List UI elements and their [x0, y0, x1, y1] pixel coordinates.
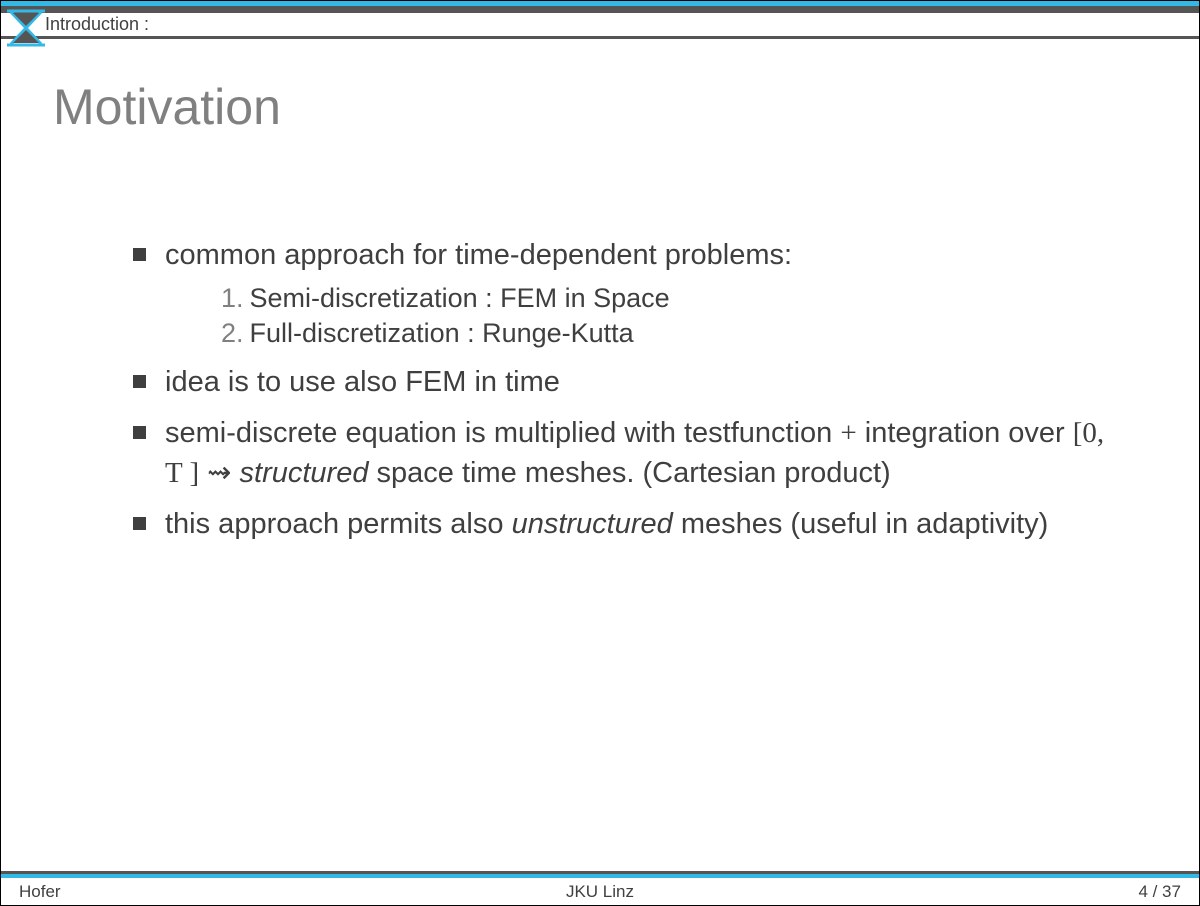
bullet-text: common approach for time-dependent probl…: [165, 239, 792, 271]
footer-row: Hofer JKU Linz 4 / 37: [1, 878, 1199, 905]
section-breadcrumb: Introduction :: [1, 13, 1199, 39]
list-item: common approach for time-dependent probl…: [133, 236, 1107, 351]
bullet-text-part: integration over: [857, 417, 1073, 449]
bullet-text-part: space time meshes. (Cartesian product): [368, 457, 890, 489]
slide-title: Motivation: [53, 78, 1147, 136]
enum-item: 1.Semi-discretization : FEM in Space: [221, 281, 1107, 316]
list-item: this approach permits also unstructured …: [133, 505, 1107, 544]
bullet-text-part: meshes (useful in adaptivity): [673, 508, 1049, 540]
section-label: Introduction :: [45, 14, 149, 35]
emph-text: unstructured: [512, 508, 673, 540]
bullet-text-part: this approach permits also: [165, 508, 512, 540]
enum-text: Semi-discretization : FEM in Space: [250, 283, 670, 313]
list-item: semi-discrete equation is multiplied wit…: [133, 414, 1107, 492]
enum-number: 2.: [221, 318, 244, 348]
bullet-text: idea is to use also FEM in time: [165, 366, 560, 398]
footer: Hofer JKU Linz 4 / 37: [1, 871, 1199, 905]
bullet-text-part: semi-discrete equation is multiplied wit…: [165, 417, 840, 449]
enum-number: 1.: [221, 283, 244, 313]
enum-list: 1.Semi-discretization : FEM in Space 2.F…: [221, 281, 1107, 351]
hourglass-logo-icon: [5, 7, 47, 49]
bullet-list: common approach for time-dependent probl…: [133, 236, 1107, 544]
enum-item: 2.Full-discretization : Runge-Kutta: [221, 316, 1107, 351]
enum-text: Full-discretization : Runge-Kutta: [250, 318, 634, 348]
slide-content: Motivation common approach for time-depe…: [1, 46, 1199, 871]
math-plus: +: [840, 417, 856, 449]
footer-author: Hofer: [19, 882, 406, 902]
topbar-gray: [1, 6, 1199, 13]
list-item: idea is to use also FEM in time: [133, 363, 1107, 402]
arrow-icon: ⇝: [199, 457, 239, 489]
emph-text: structured: [240, 457, 369, 489]
footer-page-number: 4 / 37: [794, 882, 1181, 902]
footer-institution: JKU Linz: [406, 882, 793, 902]
